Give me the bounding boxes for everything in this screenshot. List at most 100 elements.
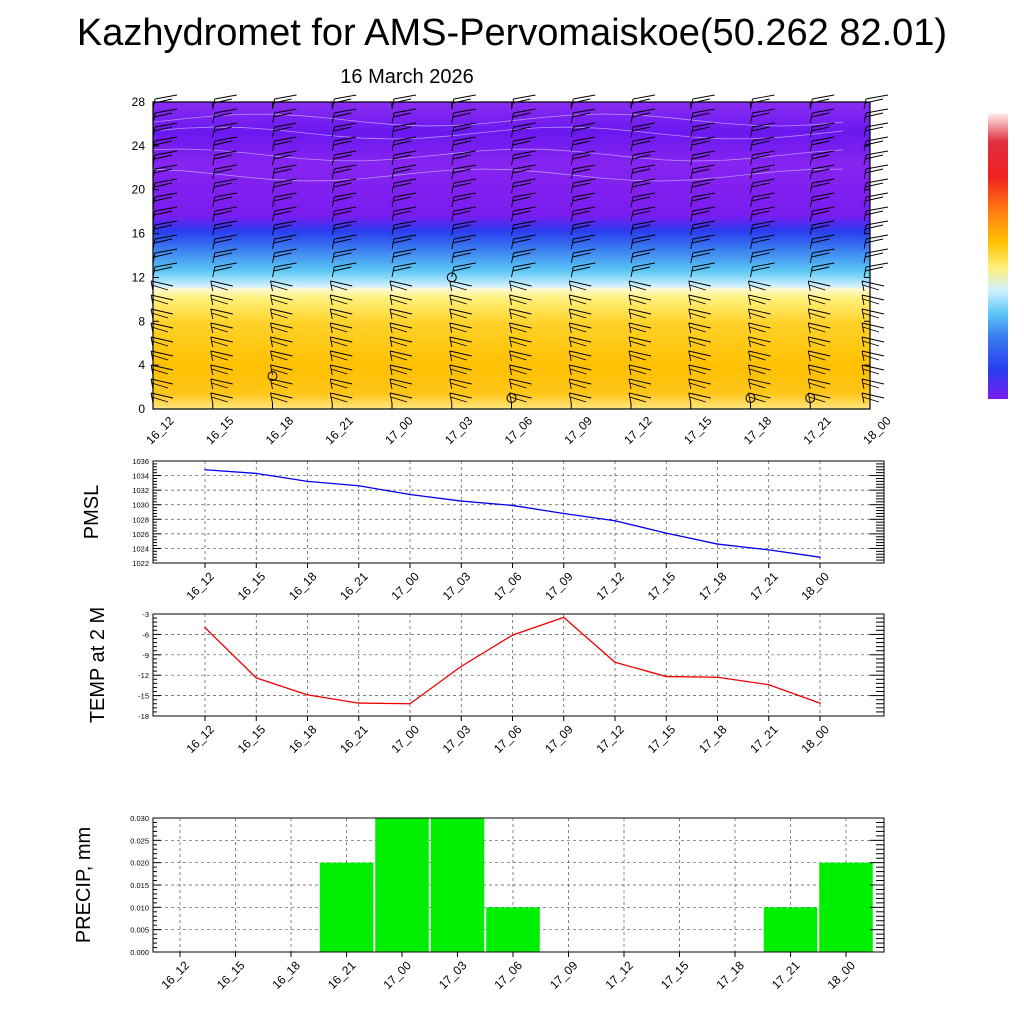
wind-barb [451, 178, 476, 194]
wind-barb [451, 220, 476, 236]
wind-barb [270, 336, 293, 348]
x-tick-label: 17_12 [593, 722, 627, 756]
wind-barb [748, 322, 771, 334]
x-tick-label: 17_09 [542, 569, 576, 603]
data-point [665, 675, 668, 678]
wind-barb [628, 280, 652, 292]
wind-barb [449, 308, 472, 320]
wind-barb [750, 122, 775, 138]
data-point [255, 677, 258, 679]
wind-barb [511, 248, 536, 264]
y-tick-label: -15 [138, 692, 149, 701]
wind-barb [272, 206, 297, 222]
x-tick-label: 16_18 [263, 413, 297, 447]
wind-barb [210, 294, 233, 306]
x-tick-label: 17_18 [713, 958, 747, 992]
contour-line [152, 113, 844, 127]
wind-barb [628, 294, 652, 306]
x-tick-label: 17_09 [561, 413, 595, 447]
wind-barb [807, 280, 831, 292]
wind-barb [451, 248, 476, 264]
wind-barb [331, 136, 357, 152]
data-point [716, 676, 719, 679]
wind-barb [210, 364, 233, 376]
wind-barb [329, 364, 353, 376]
y-tick-label: 0 [138, 402, 145, 416]
wind-barb [511, 136, 536, 152]
wind-barb [451, 164, 476, 180]
data-point [767, 549, 770, 551]
x-tick-label: 17_09 [542, 722, 576, 756]
data-point [614, 519, 616, 522]
wind-barb [690, 150, 715, 166]
x-tick-label: 16_12 [158, 958, 192, 992]
wind-barb [750, 234, 775, 250]
wind-barb [570, 220, 596, 236]
wind-barb [809, 192, 835, 208]
wind-barb [272, 122, 297, 138]
wind-barb [451, 150, 476, 166]
wind-barb [807, 294, 831, 306]
x-tick-label: 17_03 [440, 722, 474, 756]
data-point [767, 683, 770, 686]
wind-barb [630, 220, 656, 236]
contour-line [152, 148, 844, 162]
wind-barb [270, 280, 293, 292]
wind-barb [389, 364, 413, 376]
wind-barb [630, 248, 656, 264]
wind-barb [509, 322, 532, 334]
x-tick-label: 17_18 [696, 569, 730, 603]
x-tick-label: 17_15 [658, 958, 692, 992]
y-axis-label: PMSL [81, 485, 103, 539]
y-tick-label: 4 [138, 358, 145, 372]
wind-barb [750, 192, 775, 208]
wind-barb [809, 164, 835, 180]
data-point [819, 556, 821, 558]
wind-barb [391, 206, 417, 222]
y-tick-label: 28 [132, 95, 146, 109]
wind-barb [568, 364, 592, 376]
precip-bar [819, 862, 873, 952]
contour-lines [152, 113, 844, 182]
x-tick-label: 16_18 [286, 722, 320, 756]
wind-barb [690, 178, 715, 194]
wind-barb [511, 164, 536, 180]
wind-barb [449, 294, 472, 306]
wind-barb [331, 122, 357, 138]
wind-barb [511, 108, 536, 124]
wind-barb [272, 178, 297, 194]
x-tick-label: 16_18 [286, 569, 320, 603]
x-tick-label: 17_06 [491, 569, 525, 603]
contour-line [152, 168, 844, 182]
chart-subtitle: 16 March 2026 [340, 66, 474, 88]
wind-barb [210, 350, 233, 362]
wind-barb [391, 136, 417, 152]
y-tick-label: 0.030 [130, 814, 149, 823]
wind-barb [212, 122, 237, 138]
data-point [204, 626, 206, 629]
wind-barb [688, 364, 711, 376]
wind-barb [570, 206, 596, 222]
x-tick-label: 16_12 [183, 722, 217, 756]
wind-barb [511, 178, 536, 194]
wind-barb [690, 108, 715, 124]
wind-barb [212, 164, 237, 180]
wind-barb [389, 322, 413, 334]
wind-barb [809, 220, 835, 236]
contour-line [152, 126, 844, 140]
wind-barb [449, 392, 472, 404]
wind-barb [690, 262, 715, 278]
data-point [562, 616, 565, 619]
wind-barb [210, 378, 233, 390]
wind-barb [389, 308, 413, 320]
wind-barb [688, 392, 711, 404]
wind-barb [630, 108, 656, 124]
wind-barb [750, 220, 775, 236]
wind-barb [212, 206, 237, 222]
wind-barb [509, 336, 532, 348]
wind-barb [391, 234, 417, 250]
wind-barb [809, 206, 835, 222]
wind-barb [688, 336, 711, 348]
calm-circle [506, 393, 517, 404]
